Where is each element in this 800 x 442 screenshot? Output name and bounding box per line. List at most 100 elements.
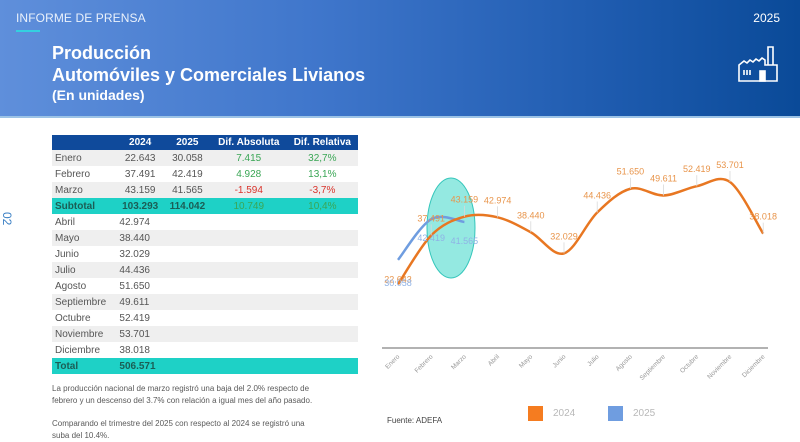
subtotal-label: Subtotal (52, 198, 117, 214)
note-quarter: Comparando el trimestre del 2025 con res… (52, 419, 305, 440)
series-2024-line (396, 177, 765, 285)
x-tick-label: Mayo (518, 353, 534, 369)
table-row: Marzo 43.159 41.565 -1.594 -3,7% (52, 182, 358, 198)
report-year: 2025 (753, 11, 780, 25)
report-header: INFORME DE PRENSA 2025 Producción Automó… (0, 0, 800, 118)
col-header-rel: Dif. Relativa (286, 135, 358, 150)
cell-2025: 41.565 (163, 182, 211, 198)
col-header-abs: Dif. Absoluta (210, 135, 287, 150)
total-label: Total (52, 358, 117, 374)
subtotal-2025: 114.042 (163, 198, 211, 214)
source-label: Fuente: ADEFA (387, 416, 443, 425)
cell-month: Octubre (55, 312, 91, 324)
col-header-2025: 2025 (163, 135, 211, 150)
x-tick-label: Marzo (450, 353, 468, 371)
cell-2024: 51.650 (119, 280, 150, 292)
table-row: Abril 42.974 (52, 214, 358, 230)
x-tick-label: Septiembre (639, 353, 668, 382)
cell-2024: 32.029 (119, 248, 150, 260)
total-row: Total 506.571 (52, 358, 358, 374)
table-row: Junio 32.029 (52, 246, 358, 262)
cell-month: Abril (55, 216, 76, 228)
cell-month: Julio (52, 262, 117, 278)
data-label-2024: 49.611 (650, 173, 677, 183)
subtotal-abs: 10.749 (210, 198, 287, 214)
data-label-2024: 37.491 (417, 213, 445, 223)
data-label-2025: 41.565 (451, 236, 479, 246)
table-row: Octubre 52.419 (52, 310, 358, 326)
cell-month: Agosto (55, 280, 87, 292)
legend-label-2024: 2024 (553, 408, 576, 419)
x-tick-label: Noviembre (706, 353, 733, 380)
cell-2025: 30.058 (163, 150, 211, 166)
cell-month: Septiembre (52, 294, 117, 310)
page-number: 02 (0, 212, 14, 226)
x-tick-label: Enero (384, 353, 401, 370)
table-row: Febrero 37.491 42.419 4.928 13,1% (52, 166, 358, 182)
col-header-month (52, 135, 117, 150)
total-2024: 506.571 (116, 358, 164, 374)
table-row: Diciembre 38.018 (52, 342, 358, 358)
x-tick-label: Abril (487, 353, 502, 368)
data-label-2025: 30.058 (384, 278, 412, 288)
data-label-2024: 53.701 (716, 160, 744, 170)
data-label-2024: 38.018 (749, 212, 777, 222)
data-label-2024: 51.650 (617, 167, 645, 177)
cell-2024: 44.436 (116, 262, 164, 278)
cell-2024: 53.701 (116, 326, 164, 342)
data-label-2024: 38.440 (517, 210, 545, 220)
note-march: La producción nacional de marzo registró… (52, 384, 313, 405)
x-tick-label: Agosto (615, 353, 635, 373)
production-table: 2024 2025 Dif. Absoluta Dif. Relativa En… (52, 135, 358, 374)
kicker-underline (16, 30, 40, 32)
cell-2024: 49.611 (116, 294, 164, 310)
cell-2024: 37.491 (124, 168, 156, 180)
cell-month: Enero (52, 150, 117, 166)
cell-abs: 7.415 (210, 150, 287, 166)
cell-month: Marzo (52, 182, 117, 198)
cell-month: Diciembre (55, 344, 101, 356)
cell-abs: 4.928 (236, 168, 262, 180)
page-title: Producción Automóviles y Comerciales Liv… (52, 42, 365, 104)
cell-abs: -1.594 (210, 182, 287, 198)
cell-2024: 42.974 (119, 216, 150, 228)
cell-2024: 38.018 (119, 344, 150, 356)
factory-icon (738, 46, 778, 82)
title-line-2: Automóviles y Comerciales Livianos (52, 65, 366, 85)
x-tick-label: Julio (586, 353, 601, 368)
legend-label-2025: 2025 (633, 408, 656, 419)
subtotal-rel: 10,4% (286, 198, 358, 214)
table-row: Noviembre 53.701 (52, 326, 358, 342)
data-label-2024: 22.643 (384, 274, 412, 284)
data-label-2024: 52.419 (683, 164, 711, 174)
data-label-2024: 32.029 (550, 231, 578, 241)
legend-swatch-2024 (528, 406, 543, 421)
title-line-1: Producción (52, 43, 152, 63)
cell-month: Junio (55, 248, 79, 260)
cell-2024: 22.643 (116, 150, 164, 166)
cell-2024: 43.159 (116, 182, 164, 198)
cell-2024: 52.419 (119, 312, 150, 324)
data-label-2024: 44.436 (583, 191, 611, 201)
cell-month: Febrero (55, 168, 91, 180)
table-row: Agosto 51.650 (52, 278, 358, 294)
data-label-2025: 42.419 (417, 233, 445, 243)
highlight-ellipse (426, 177, 476, 279)
table-row: Enero 22.643 30.058 7.415 32,7% (52, 150, 358, 166)
subtotal-row: Subtotal 103.293 114.042 10.749 10,4% (52, 198, 358, 214)
cell-2025: 42.419 (172, 168, 203, 180)
cell-month: Mayo (52, 230, 117, 246)
legend-item-2025: 2025 (608, 406, 655, 421)
report-kicker: INFORME DE PRENSA (16, 11, 146, 25)
legend-swatch-2025 (608, 406, 623, 421)
cell-2024: 38.440 (116, 230, 164, 246)
legend-item-2024: 2024 (528, 406, 575, 421)
table-row: Julio 44.436 (52, 262, 358, 278)
data-label-2024: 42.974 (484, 195, 512, 205)
x-tick-label: Febrero (414, 353, 435, 374)
data-label-2024: 43.159 (451, 195, 479, 205)
table-header-row: 2024 2025 Dif. Absoluta Dif. Relativa (52, 135, 358, 150)
x-tick-label: Junio (551, 353, 567, 369)
table-row: Septiembre 49.611 (52, 294, 358, 310)
cell-rel: -3,7% (286, 182, 358, 198)
